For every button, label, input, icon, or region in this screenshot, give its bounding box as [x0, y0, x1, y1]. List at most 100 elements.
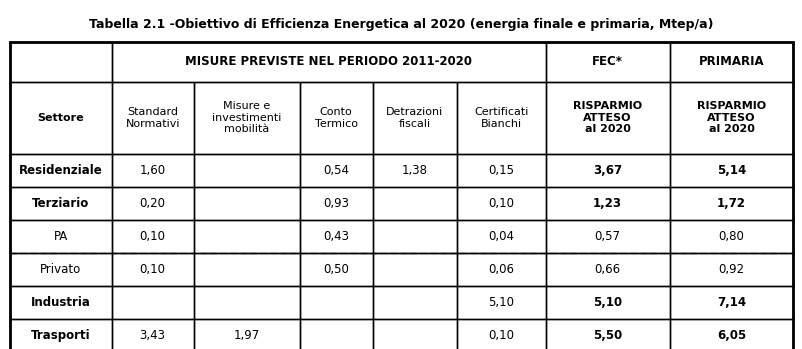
Bar [299, 187, 372, 220]
Bar [669, 154, 792, 187]
Bar [545, 154, 669, 187]
Text: 0,57: 0,57 [593, 230, 620, 243]
Bar [456, 286, 545, 319]
Text: 3,67: 3,67 [593, 164, 622, 177]
Bar [669, 42, 792, 82]
Bar [372, 253, 456, 286]
Text: PA: PA [54, 230, 67, 243]
Text: Residenziale: Residenziale [18, 164, 103, 177]
Bar [456, 319, 545, 349]
Text: 0,54: 0,54 [322, 164, 349, 177]
Bar [545, 286, 669, 319]
Bar [10, 82, 111, 154]
Text: Standard
Normativi: Standard Normativi [125, 107, 180, 128]
Bar [669, 253, 792, 286]
Bar [372, 154, 456, 187]
Text: Trasporti: Trasporti [30, 329, 91, 342]
Text: Privato: Privato [40, 263, 81, 276]
Bar [456, 82, 545, 154]
Text: 0,92: 0,92 [718, 263, 743, 276]
Bar [669, 286, 792, 319]
Text: 0,50: 0,50 [322, 263, 349, 276]
Text: Industria: Industria [30, 296, 91, 309]
Text: Terziario: Terziario [32, 197, 89, 210]
Bar [193, 253, 299, 286]
Text: Detrazioni
fiscali: Detrazioni fiscali [386, 107, 443, 128]
Bar [111, 154, 193, 187]
Text: Certificati
Bianchi: Certificati Bianchi [474, 107, 528, 128]
Bar [372, 286, 456, 319]
Text: 5,10: 5,10 [488, 296, 514, 309]
Bar [111, 42, 545, 82]
Bar [10, 319, 111, 349]
Bar [372, 319, 456, 349]
Text: 1,38: 1,38 [401, 164, 427, 177]
Bar [545, 253, 669, 286]
Text: Settore: Settore [37, 113, 83, 123]
Bar [299, 286, 372, 319]
Bar [10, 187, 111, 220]
Bar [545, 319, 669, 349]
Text: 6,05: 6,05 [716, 329, 745, 342]
Bar [299, 220, 372, 253]
Bar [545, 42, 669, 82]
Text: 1,23: 1,23 [593, 197, 622, 210]
Bar [10, 253, 111, 286]
Text: 0,10: 0,10 [488, 329, 514, 342]
Bar [299, 82, 372, 154]
Text: 0,43: 0,43 [322, 230, 349, 243]
Text: Misure e
investimenti
mobilità: Misure e investimenti mobilità [212, 101, 281, 134]
Bar [193, 82, 299, 154]
Bar [456, 154, 545, 187]
Bar [545, 82, 669, 154]
Text: 0,10: 0,10 [140, 230, 165, 243]
Bar [111, 319, 193, 349]
Bar [193, 220, 299, 253]
Text: RISPARMIO
ATTESO
al 2020: RISPARMIO ATTESO al 2020 [696, 101, 765, 134]
Bar [111, 187, 193, 220]
Bar [545, 187, 669, 220]
Bar [193, 187, 299, 220]
Text: 0,66: 0,66 [593, 263, 620, 276]
Bar [111, 220, 193, 253]
Bar [299, 154, 372, 187]
Bar [669, 187, 792, 220]
Text: 0,15: 0,15 [488, 164, 514, 177]
Text: 0,20: 0,20 [140, 197, 165, 210]
Bar [669, 220, 792, 253]
Text: RISPARMIO
ATTESO
al 2020: RISPARMIO ATTESO al 2020 [573, 101, 642, 134]
Bar [111, 253, 193, 286]
Bar [456, 220, 545, 253]
Text: 0,93: 0,93 [322, 197, 349, 210]
Text: 1,72: 1,72 [716, 197, 745, 210]
Bar [10, 286, 111, 319]
Bar [10, 154, 111, 187]
Text: MISURE PREVISTE NEL PERIODO 2011-2020: MISURE PREVISTE NEL PERIODO 2011-2020 [185, 55, 472, 68]
Text: 5,50: 5,50 [592, 329, 622, 342]
Text: Tabella 2.1 -Obiettivo di Efficienza Energetica al 2020 (energia finale e primar: Tabella 2.1 -Obiettivo di Efficienza Ene… [89, 18, 713, 31]
Text: 0,80: 0,80 [718, 230, 743, 243]
Text: 3,43: 3,43 [140, 329, 165, 342]
Text: PRIMARIA: PRIMARIA [698, 55, 764, 68]
Bar [299, 319, 372, 349]
Text: 5,14: 5,14 [716, 164, 745, 177]
Bar [111, 286, 193, 319]
Bar [10, 220, 111, 253]
Bar [372, 82, 456, 154]
Text: 7,14: 7,14 [716, 296, 745, 309]
Text: 1,97: 1,97 [233, 329, 260, 342]
Bar [10, 42, 111, 82]
Text: 0,10: 0,10 [140, 263, 165, 276]
Text: 5,10: 5,10 [593, 296, 622, 309]
Bar [456, 253, 545, 286]
Bar [111, 82, 193, 154]
Text: FEC*: FEC* [591, 55, 622, 68]
Text: 0,04: 0,04 [488, 230, 514, 243]
Bar [193, 286, 299, 319]
Bar [372, 220, 456, 253]
Text: Conto
Termico: Conto Termico [314, 107, 357, 128]
Bar [372, 187, 456, 220]
Bar [299, 253, 372, 286]
Bar [193, 319, 299, 349]
Bar [456, 187, 545, 220]
